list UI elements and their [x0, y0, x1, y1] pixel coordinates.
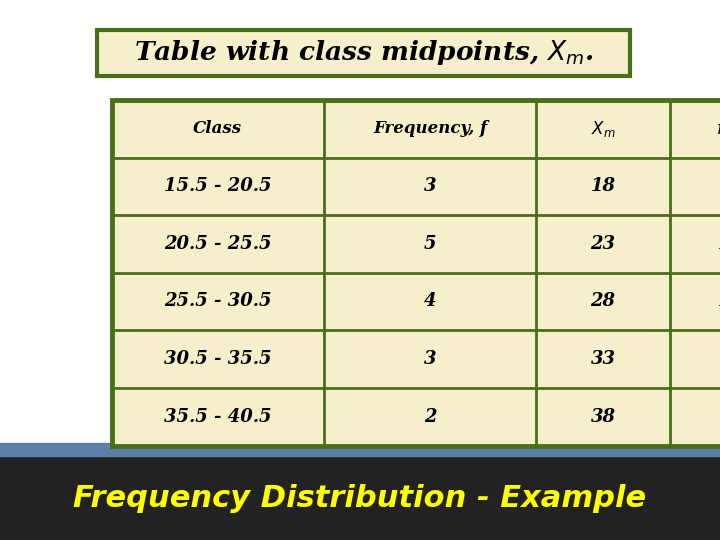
Text: 18: 18 — [590, 177, 616, 195]
Text: 112: 112 — [717, 293, 720, 310]
Text: $X_m$: $X_m$ — [590, 119, 616, 139]
Text: 5: 5 — [424, 235, 436, 253]
Text: 25.5 - 30.5: 25.5 - 30.5 — [164, 293, 271, 310]
Text: $f{\bullet}X_m$: $f{\bullet}X_m$ — [716, 118, 720, 139]
Text: 23: 23 — [590, 235, 616, 253]
Bar — [0, 456, 720, 540]
Bar — [0, 443, 720, 456]
Text: 28: 28 — [590, 293, 616, 310]
Text: 115: 115 — [717, 235, 720, 253]
Text: Class: Class — [193, 120, 243, 137]
Text: 3: 3 — [424, 350, 436, 368]
Text: 3: 3 — [424, 177, 436, 195]
FancyBboxPatch shape — [112, 100, 720, 446]
Text: Table with class midpoints, $X_m$.: Table with class midpoints, $X_m$. — [134, 38, 593, 67]
Text: 35.5 - 40.5: 35.5 - 40.5 — [164, 408, 271, 426]
Text: 20.5 - 25.5: 20.5 - 25.5 — [164, 235, 271, 253]
Text: 30.5 - 35.5: 30.5 - 35.5 — [164, 350, 271, 368]
Text: Frequency Distribution - Example: Frequency Distribution - Example — [73, 484, 647, 512]
FancyBboxPatch shape — [97, 30, 630, 76]
Text: 2: 2 — [424, 408, 436, 426]
Text: 15.5 - 20.5: 15.5 - 20.5 — [164, 177, 271, 195]
Text: 4: 4 — [424, 293, 436, 310]
Text: 33: 33 — [590, 350, 616, 368]
Text: 38: 38 — [590, 408, 616, 426]
Text: Frequency, f: Frequency, f — [373, 120, 487, 137]
